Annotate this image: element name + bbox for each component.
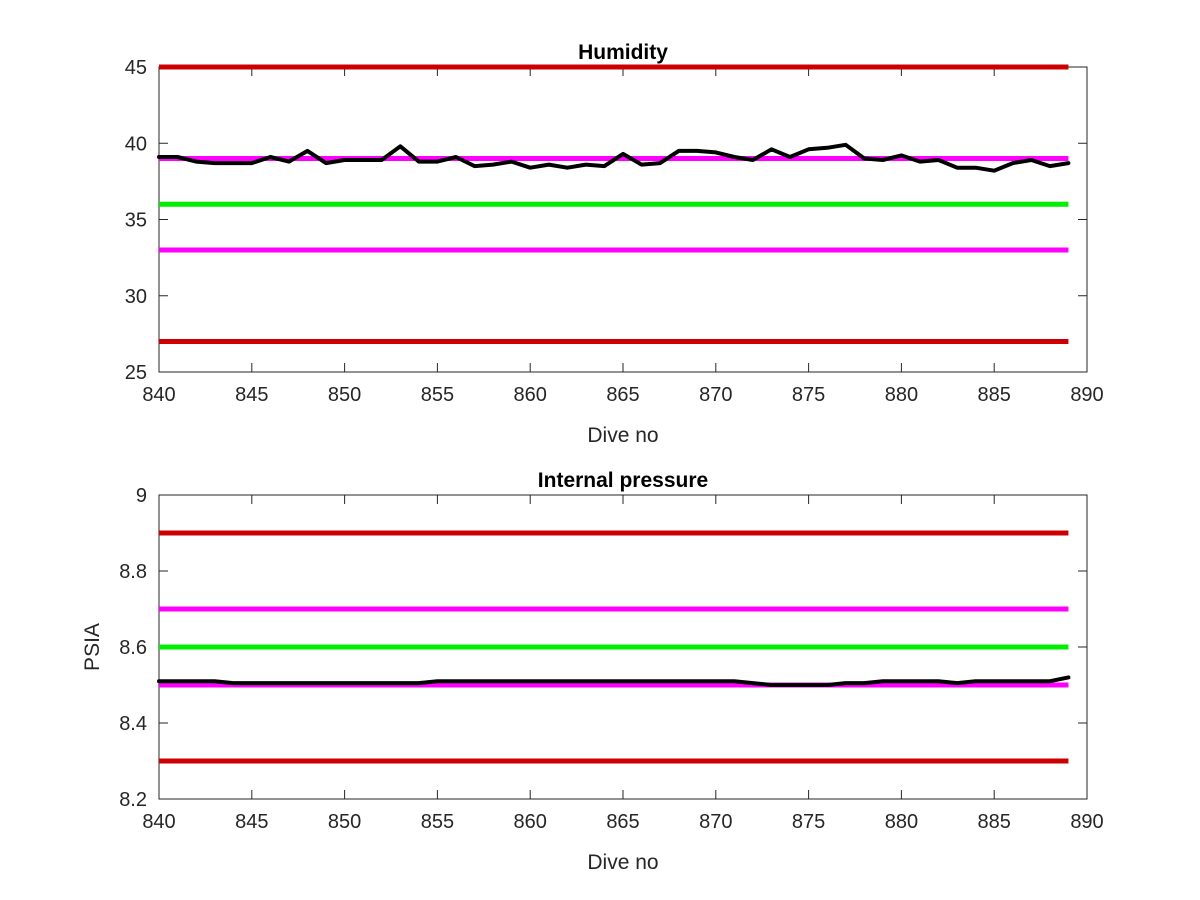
x-axis-title: Dive no [587,851,658,874]
y-tick-label: 8.4 [119,713,147,735]
x-tick-label: 860 [514,811,547,833]
x-tick-label: 880 [885,384,918,406]
x-tick-label: 885 [978,384,1011,406]
y-tick-label: 40 [125,133,147,155]
x-tick-label: 885 [978,811,1011,833]
y-axis-title: PSIA [81,623,104,671]
internal-pressure-chart: 840 845 850 855 860 865 870 875 880 885 890 8.2 8.4 8… [81,469,1104,874]
x-tick-label: 875 [792,811,825,833]
x-tick-label: 840 [142,384,175,406]
x-tick-label: 880 [885,811,918,833]
x-tick-label: 860 [514,384,547,406]
x-tick-label: 855 [421,384,454,406]
data-series-line [157,675,1071,687]
data-series-line [157,142,1071,173]
x-tick-label: 865 [606,811,639,833]
y-tick-label: 8.8 [119,561,147,583]
y-tick-label: 25 [125,362,147,384]
chart-title: Internal pressure [538,469,708,492]
chart-title: Humidity [578,41,668,64]
x-tick-label: 850 [328,384,361,406]
x-tick-label: 875 [792,384,825,406]
x-tick-label: 870 [699,384,732,406]
x-axis-title: Dive no [587,424,658,447]
x-tick-label: 840 [142,811,175,833]
y-tick-label: 9 [136,485,147,507]
x-tick-label: 845 [235,811,268,833]
x-tick-label: 890 [1070,384,1103,406]
x-tick-label: 890 [1070,811,1103,833]
x-tick-label: 865 [606,384,639,406]
x-tick-label: 845 [235,384,268,406]
humidity-chart: 840 845 850 855 860 865 870 875 880 885 890 25 30 35 4… [125,41,1104,447]
y-tick-label: 8.6 [119,637,147,659]
y-tick-label: 45 [125,57,147,79]
x-tick-label: 850 [328,811,361,833]
y-tick-label: 30 [125,286,147,308]
x-tick-label: 855 [421,811,454,833]
y-tick-label: 8.2 [119,789,147,811]
y-tick-label: 35 [125,210,147,232]
x-tick-label: 870 [699,811,732,833]
axes-box [158,66,1088,373]
